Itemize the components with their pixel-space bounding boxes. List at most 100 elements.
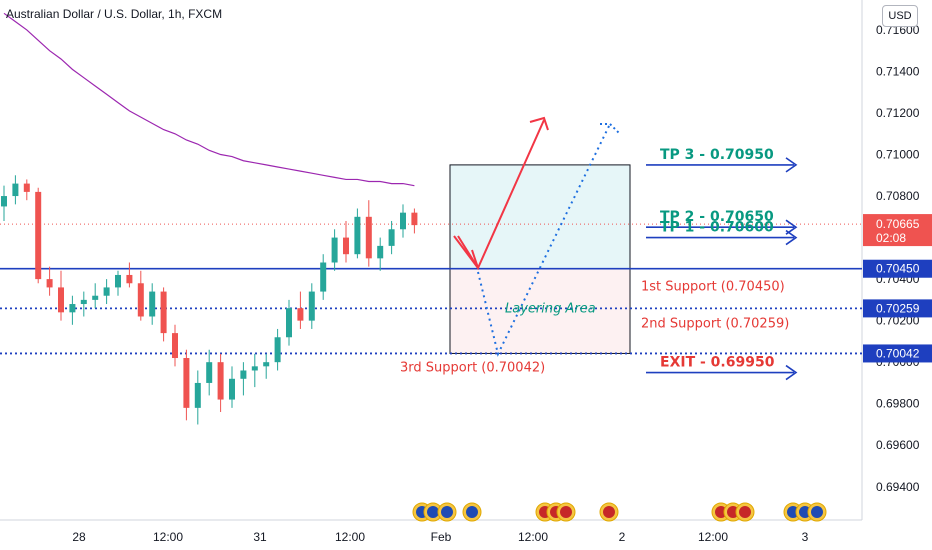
time-tick-label: 12:00 [335,530,365,544]
chart-title: Australian Dollar / U.S. Dollar, 1h, FXC… [6,7,223,21]
time-tick-label: 12:00 [518,530,548,544]
price-tick-label: 0.70800 [876,189,920,203]
time-tick-label: 28 [72,530,86,544]
candle-up [1,196,7,207]
support-2-label: 2nd Support (0.70259) [641,316,789,331]
profit-zone [449,164,631,270]
candle-up [69,304,76,313]
candle-down [126,274,133,284]
event-icon-flag [739,506,751,518]
arrow-head [453,235,479,269]
candle-up [149,291,156,317]
candle-down [343,237,349,255]
event-icon-flag [427,506,439,518]
bar-countdown-label: 02:08 [876,231,906,245]
candle-up [194,382,201,408]
price-tag-bg [863,344,932,363]
support-3-label: 3rd Support (0.70042) [400,360,545,375]
candle-down [137,283,144,317]
economic-event-icon [599,502,619,522]
event-icon-flag [466,506,478,518]
candle-up [320,262,327,292]
current-price-label: 0.70665 [876,217,920,231]
economic-event-icon [556,502,576,522]
moving-average-line [3,12,415,187]
arrow-head [785,157,798,173]
economic-event-icon [437,502,457,522]
candle-up [354,216,361,255]
price-tag-label: 0.70450 [876,262,920,276]
economic-event-icon [462,502,482,522]
time-tick-label: 12:00 [153,530,183,544]
price-tag-bg [863,299,932,318]
arrow-head [785,364,798,381]
candle-up [229,378,235,400]
level-price-tag: 0.70042 [863,344,932,363]
currency-button[interactable]: USD [882,5,918,27]
candle-up [331,237,338,263]
arrow-head [600,123,621,135]
candle-up [286,308,292,338]
candle-up [263,362,270,367]
price-tick-label: 0.71000 [876,148,920,162]
candle-up [274,337,281,363]
candle-up [103,287,110,296]
candle-down [365,216,372,259]
arrow-head [785,219,798,235]
event-icon-flag [811,506,823,518]
price-tag-bg [863,259,932,278]
candle-up [92,295,99,300]
price-tick-label: 0.69400 [876,480,920,494]
price-tag-label: 0.70259 [876,301,920,315]
candle-up [12,183,19,197]
candle-down [160,291,167,334]
candle-up [377,245,384,259]
support-1-label: 1st Support (0.70450) [641,280,785,295]
candle-down [58,287,64,313]
price-tick-label: 0.69800 [876,397,920,411]
price-tag-bg [863,214,932,247]
price-tag-label: 0.70042 [876,346,920,360]
time-tick-label: 31 [253,530,267,544]
candle-down [411,212,418,226]
arrow-head [529,116,549,131]
price-tick-label: 0.71200 [876,106,920,120]
candle-down [46,279,53,288]
time-tick-label: Feb [431,530,452,544]
candle-up [388,229,395,246]
layering-area-label: Layering Area [505,301,596,316]
arrow-head [785,229,798,246]
economic-event-icon [423,502,443,522]
candle-down [23,183,30,192]
layering-projection-path [477,123,611,357]
candle-down [217,362,224,400]
candle-up [115,274,121,288]
candle-down [35,191,42,280]
level-price-tag: 0.70450 [863,259,932,278]
candle-up [308,291,315,321]
candle-up [251,366,258,371]
target-label: TP 3 - 0.70950 [660,147,774,163]
candle-up [400,212,406,230]
event-icon-flag [603,506,615,518]
economic-event-icon [807,502,827,522]
economic-event-icon [735,502,755,522]
candle-up [80,299,87,305]
candle-up [240,370,247,379]
candle-down [172,333,178,359]
price-tick-label: 0.71400 [876,64,920,78]
time-tick-label: 2 [619,530,626,544]
level-price-tag: 0.70259 [863,299,932,318]
event-icon-flag [441,506,453,518]
target-label: EXIT - 0.69950 [660,355,775,371]
candle-up [206,362,213,383]
time-tick-label: 12:00 [698,530,728,544]
price-tick-label: 0.69600 [876,438,920,452]
event-icon-flag [560,506,572,518]
candle-down [297,308,304,321]
candle-down [183,358,190,408]
target-label: TP 2 - 0.70650 [660,209,774,225]
target-label: TP 1 - 0.70600 [660,220,774,236]
